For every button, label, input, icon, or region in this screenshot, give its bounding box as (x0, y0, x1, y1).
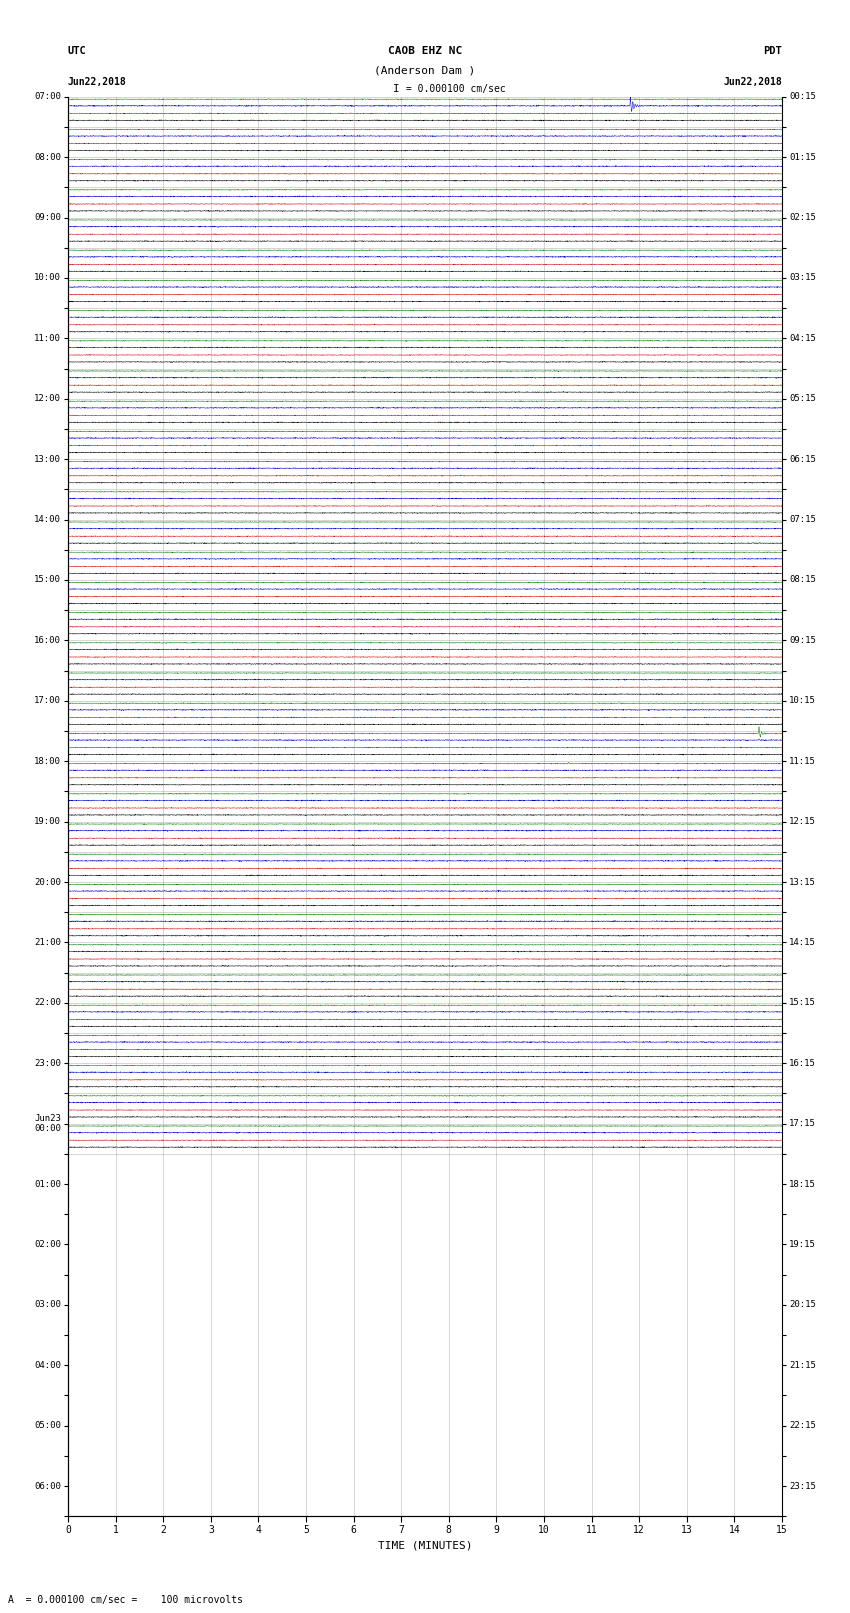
Text: Jun22,2018: Jun22,2018 (68, 77, 127, 87)
Text: Jun22,2018: Jun22,2018 (723, 77, 782, 87)
Text: PDT: PDT (763, 47, 782, 56)
X-axis label: TIME (MINUTES): TIME (MINUTES) (377, 1540, 473, 1550)
Text: (Anderson Dam ): (Anderson Dam ) (374, 66, 476, 76)
Text: I: I (393, 84, 400, 94)
Text: CAOB EHZ NC: CAOB EHZ NC (388, 47, 462, 56)
Text: = 0.000100 cm/sec: = 0.000100 cm/sec (400, 84, 505, 94)
Text: UTC: UTC (68, 47, 87, 56)
Text: A  = 0.000100 cm/sec =    100 microvolts: A = 0.000100 cm/sec = 100 microvolts (8, 1595, 243, 1605)
